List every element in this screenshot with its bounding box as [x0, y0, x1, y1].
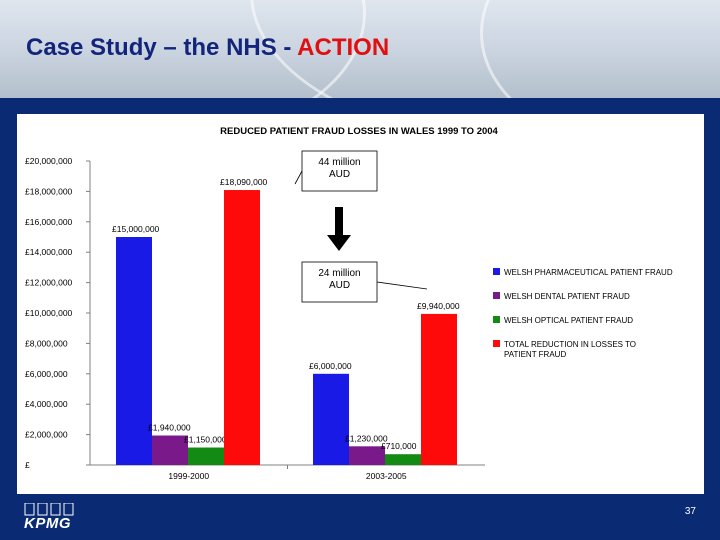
bar	[188, 447, 224, 465]
x-category-label: 1999-2000	[168, 471, 209, 481]
kpmg-logo-boxes	[24, 503, 74, 516]
callout-text: AUD	[329, 169, 350, 180]
legend-swatch	[493, 316, 500, 323]
legend-label: WELSH DENTAL PATIENT FRAUD	[504, 292, 630, 301]
slide-header: Case Study – the NHS - ACTION	[0, 0, 720, 98]
bar-value-label: £9,940,000	[417, 301, 460, 311]
y-tick-label: £10,000,000	[25, 308, 73, 318]
legend-swatch	[493, 292, 500, 299]
y-tick-label: £12,000,000	[25, 278, 73, 288]
bar	[349, 446, 385, 465]
bar	[421, 313, 457, 465]
y-tick-label: £20,000,000	[25, 156, 73, 166]
legend-swatch	[493, 340, 500, 347]
bar-value-label: £1,150,000	[184, 435, 227, 445]
y-tick-label: £6,000,000	[25, 369, 68, 379]
chart-panel: REDUCED PATIENT FRAUD LOSSES IN WALES 19…	[17, 114, 704, 494]
bar	[116, 237, 152, 465]
down-arrow-shaft	[335, 207, 343, 237]
y-tick-label: £16,000,000	[25, 217, 73, 227]
callout-leader-line	[376, 281, 428, 290]
y-tick-label: £14,000,000	[25, 247, 73, 257]
down-arrow-head	[327, 235, 351, 251]
legend-label: WELSH PHARMACEUTICAL PATIENT FRAUD	[504, 268, 673, 277]
bar-value-label: £1,230,000	[345, 433, 388, 443]
bar-value-label: £1,940,000	[148, 423, 191, 433]
bar	[313, 373, 349, 465]
callout-box	[301, 150, 378, 192]
callout-text: 24 million	[318, 268, 360, 279]
bar-value-label: £710,000	[381, 441, 417, 451]
legend-label: WELSH OPTICAL PATIENT FRAUD	[504, 316, 633, 325]
y-tick-label: £	[25, 460, 30, 470]
bar	[152, 435, 188, 465]
bar	[224, 190, 260, 466]
callout-box	[301, 261, 378, 303]
callout-text: 44 million	[318, 157, 360, 168]
bar-chart: REDUCED PATIENT FRAUD LOSSES IN WALES 19…	[25, 126, 673, 481]
y-tick-label: £18,000,000	[25, 186, 73, 196]
legend-swatch	[493, 268, 500, 275]
legend-label: TOTAL REDUCTION IN LOSSES TO PATIENT FRAU…	[504, 340, 636, 359]
y-tick-label: £8,000,000	[25, 338, 68, 348]
page-number: 37	[684, 506, 696, 517]
slide-title: Case Study – the NHS - ACTION	[26, 34, 389, 62]
title-text: Case Study – the NHS -	[26, 34, 298, 61]
title-accent-text: ACTION	[297, 34, 390, 61]
bar-value-label: £15,000,000	[112, 224, 160, 234]
x-category-label: 2003-2005	[366, 471, 407, 481]
y-tick-label: £2,000,000	[25, 430, 68, 440]
callout-text: AUD	[329, 280, 350, 291]
bar-value-label: £6,000,000	[309, 361, 352, 371]
bar-value-label: £18,090,000	[220, 177, 268, 187]
chart-bars: £15,000,000 £1,940,000 £1,150,000 £18,090,0…	[112, 177, 460, 466]
chart-legend: WELSH PHARMACEUTICAL PATIENT FRAUD WELSH …	[493, 268, 673, 359]
header-arch-decoration	[480, 0, 720, 98]
chart-title: REDUCED PATIENT FRAUD LOSSES IN WALES 19…	[220, 126, 498, 137]
callout-leader-line	[294, 170, 303, 185]
y-tick-label: £4,000,000	[25, 399, 68, 409]
bar	[385, 454, 421, 465]
kpmg-logo: KPMG	[24, 515, 71, 532]
